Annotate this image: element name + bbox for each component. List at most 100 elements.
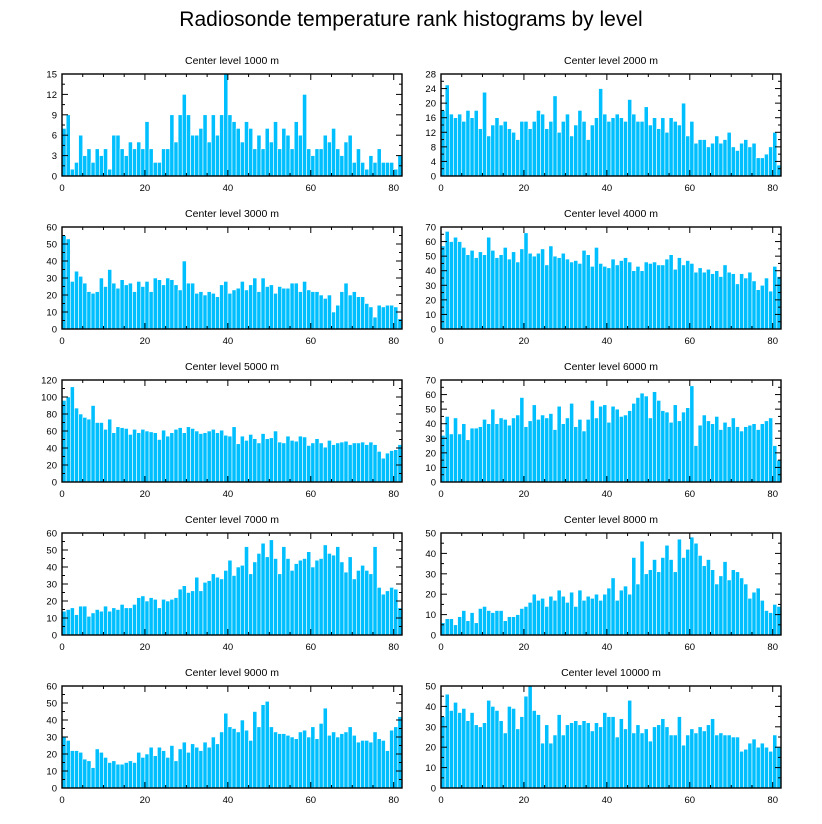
bar xyxy=(368,155,374,177)
bar xyxy=(751,280,757,330)
bar xyxy=(202,432,208,483)
bar xyxy=(519,121,525,177)
bar xyxy=(556,589,562,636)
bar xyxy=(764,420,769,483)
bar xyxy=(469,427,475,483)
bar xyxy=(302,281,307,330)
bar xyxy=(107,418,113,483)
bar xyxy=(169,745,175,789)
bar xyxy=(681,411,686,483)
bar xyxy=(718,142,724,177)
bar xyxy=(730,736,736,789)
bar xyxy=(552,600,558,636)
bar xyxy=(747,742,753,789)
bar xyxy=(389,587,395,636)
bar xyxy=(239,281,245,330)
bar xyxy=(327,735,332,789)
bar xyxy=(364,444,370,483)
bar xyxy=(548,121,554,177)
y-tick-label: 15 xyxy=(46,70,57,81)
tick-marks xyxy=(61,532,402,636)
bar xyxy=(194,746,200,789)
x-tick-label: 60 xyxy=(684,642,695,653)
bar xyxy=(722,139,728,177)
bar xyxy=(306,289,312,330)
bar xyxy=(523,426,529,483)
bar xyxy=(548,742,554,789)
x-tick-label: 0 xyxy=(438,795,443,806)
bar xyxy=(165,148,171,177)
bar xyxy=(693,271,699,330)
bar xyxy=(585,595,591,636)
bar xyxy=(186,282,191,330)
bar xyxy=(726,734,732,789)
bar xyxy=(389,729,395,789)
y-tick-label: 10 xyxy=(425,763,436,774)
bar xyxy=(627,261,633,330)
bar xyxy=(314,438,320,483)
bar xyxy=(380,593,386,636)
y-tick-label: 30 xyxy=(46,580,57,591)
bar xyxy=(523,121,529,177)
bar xyxy=(768,612,774,636)
bar xyxy=(668,254,674,330)
bar xyxy=(115,763,121,789)
y-tick-label: 60 xyxy=(46,529,57,540)
bar xyxy=(285,134,291,177)
bar xyxy=(360,564,365,636)
bar xyxy=(751,591,757,636)
bar xyxy=(231,575,237,636)
bar xyxy=(502,121,508,177)
bar xyxy=(548,413,554,483)
bar xyxy=(461,708,467,789)
bar xyxy=(623,257,628,330)
bar xyxy=(161,284,166,330)
bar xyxy=(107,269,113,330)
bar xyxy=(385,750,390,789)
bar xyxy=(244,546,249,636)
bar xyxy=(569,261,574,330)
bar xyxy=(573,606,579,636)
bar xyxy=(473,257,479,330)
y-tick-label: 60 xyxy=(46,427,57,438)
bar xyxy=(565,113,570,177)
bar xyxy=(273,121,278,177)
bar xyxy=(335,304,341,330)
bar xyxy=(448,710,454,789)
bar xyxy=(469,117,475,177)
bar xyxy=(743,139,749,177)
bar xyxy=(335,736,341,789)
bar xyxy=(697,726,703,789)
bar xyxy=(269,539,274,636)
bar xyxy=(511,251,516,330)
bar xyxy=(614,600,620,636)
bar xyxy=(380,306,386,330)
bar xyxy=(90,162,96,177)
bar xyxy=(273,430,278,483)
bar xyxy=(465,254,471,330)
bar xyxy=(589,266,595,330)
bar xyxy=(606,267,612,330)
bar xyxy=(685,135,691,177)
bar xyxy=(78,134,84,177)
bar xyxy=(743,277,749,330)
bar xyxy=(202,582,208,636)
bar xyxy=(490,706,496,789)
x-tick-label: 20 xyxy=(519,183,530,194)
panel-title: Center level 2000 m xyxy=(564,55,658,67)
bar xyxy=(627,699,633,789)
bar xyxy=(351,291,357,330)
bar xyxy=(598,263,604,330)
bar xyxy=(111,282,117,330)
bar xyxy=(544,264,550,330)
bar xyxy=(322,544,328,636)
chart-panel-6: Center level 6000 m 0 20 40 60 80 0 10 20 30 40 50 6… xyxy=(425,361,782,500)
bar xyxy=(132,604,137,636)
bar xyxy=(610,577,616,636)
bar xyxy=(577,263,583,330)
bar xyxy=(148,148,154,177)
bar xyxy=(223,281,229,330)
bar xyxy=(115,134,121,177)
bar xyxy=(531,255,537,330)
x-tick-label: 0 xyxy=(438,336,443,347)
